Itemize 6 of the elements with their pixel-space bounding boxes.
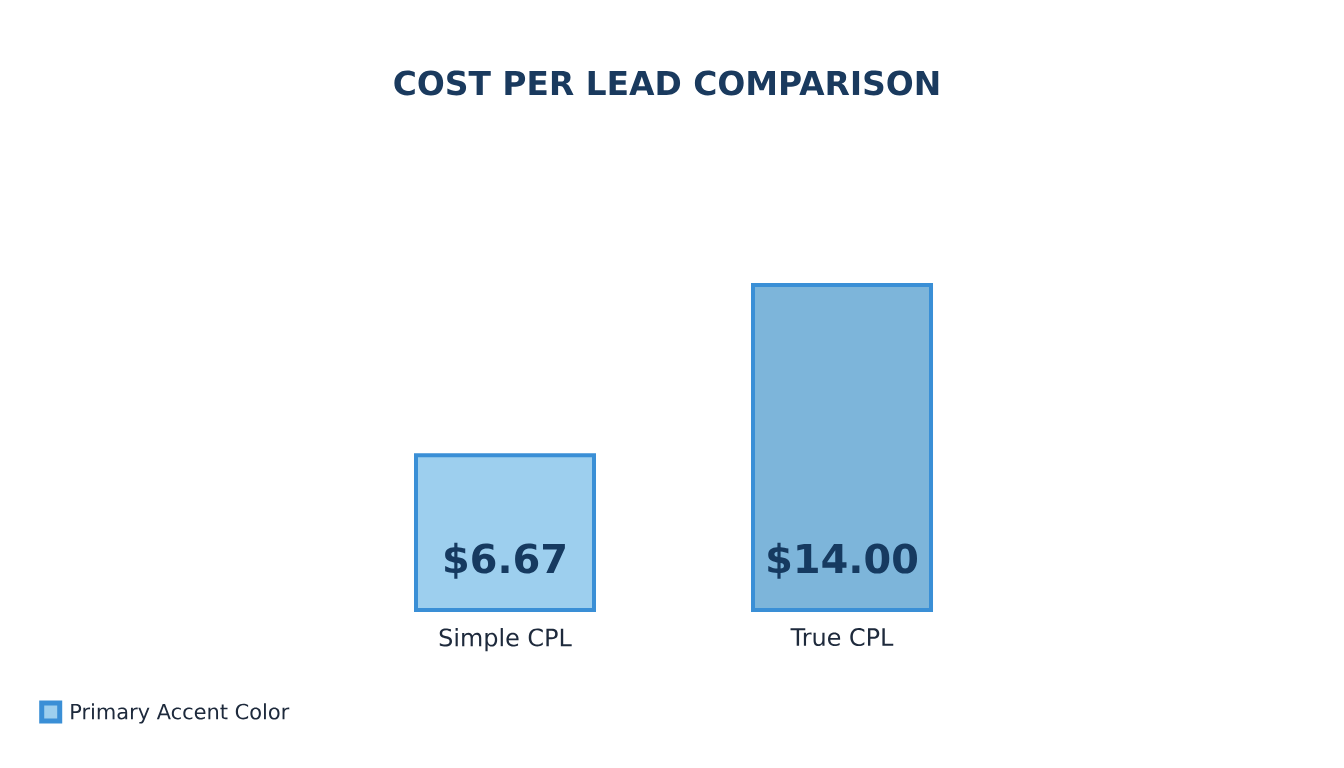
x-tick-label: Simple CPL	[439, 628, 572, 652]
legend-label: Primary Accent Color	[71, 703, 290, 724]
data-label: $14.00	[768, 542, 918, 579]
data-label: $6.67	[445, 542, 565, 579]
x-tick-label: True CPL	[790, 628, 894, 647]
chart-title: COST PER LEAD COMPARISON	[394, 70, 939, 96]
